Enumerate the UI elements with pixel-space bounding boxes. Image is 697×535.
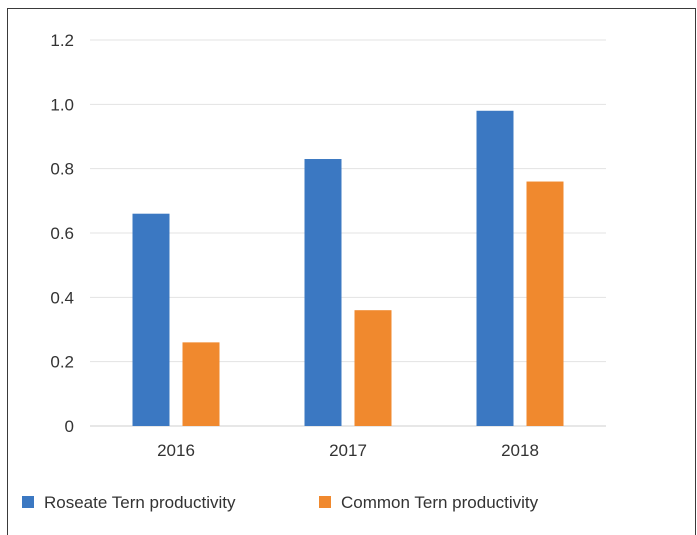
y-axis-tick-labels: 0 0.2 0.4 0.6 0.8 1.0 1.2: [50, 31, 74, 436]
y-tick-label: 0.6: [50, 224, 74, 243]
x-tick-label: 2018: [501, 441, 539, 460]
bar-roseate-2017: [304, 159, 342, 426]
bar-common-2016: [182, 342, 220, 426]
chart-frame: [7, 8, 696, 535]
gridlines: [90, 39, 606, 427]
y-tick-label: 0.8: [50, 160, 74, 179]
y-tick-label: 0: [65, 417, 74, 436]
x-tick-label: 2016: [157, 441, 195, 460]
legend-label: Common Tern productivity: [341, 493, 539, 512]
legend-swatch: [22, 496, 34, 508]
x-axis-tick-labels: 2016 2017 2018: [157, 441, 539, 460]
legend-swatch: [319, 496, 331, 508]
legend: Roseate Tern productivity Common Tern pro…: [22, 493, 539, 512]
y-tick-label: 1.0: [50, 95, 74, 114]
bar-common-2018: [526, 181, 564, 426]
legend-label: Roseate Tern productivity: [44, 493, 236, 512]
bar-common-2017: [354, 310, 392, 426]
bar-roseate-2016: [132, 213, 170, 426]
y-tick-label: 1.2: [50, 31, 74, 50]
bars: [132, 110, 564, 427]
bar-roseate-2018: [476, 110, 514, 427]
y-tick-label: 0.2: [50, 353, 74, 372]
y-tick-label: 0.4: [50, 288, 74, 307]
x-tick-label: 2017: [329, 441, 367, 460]
